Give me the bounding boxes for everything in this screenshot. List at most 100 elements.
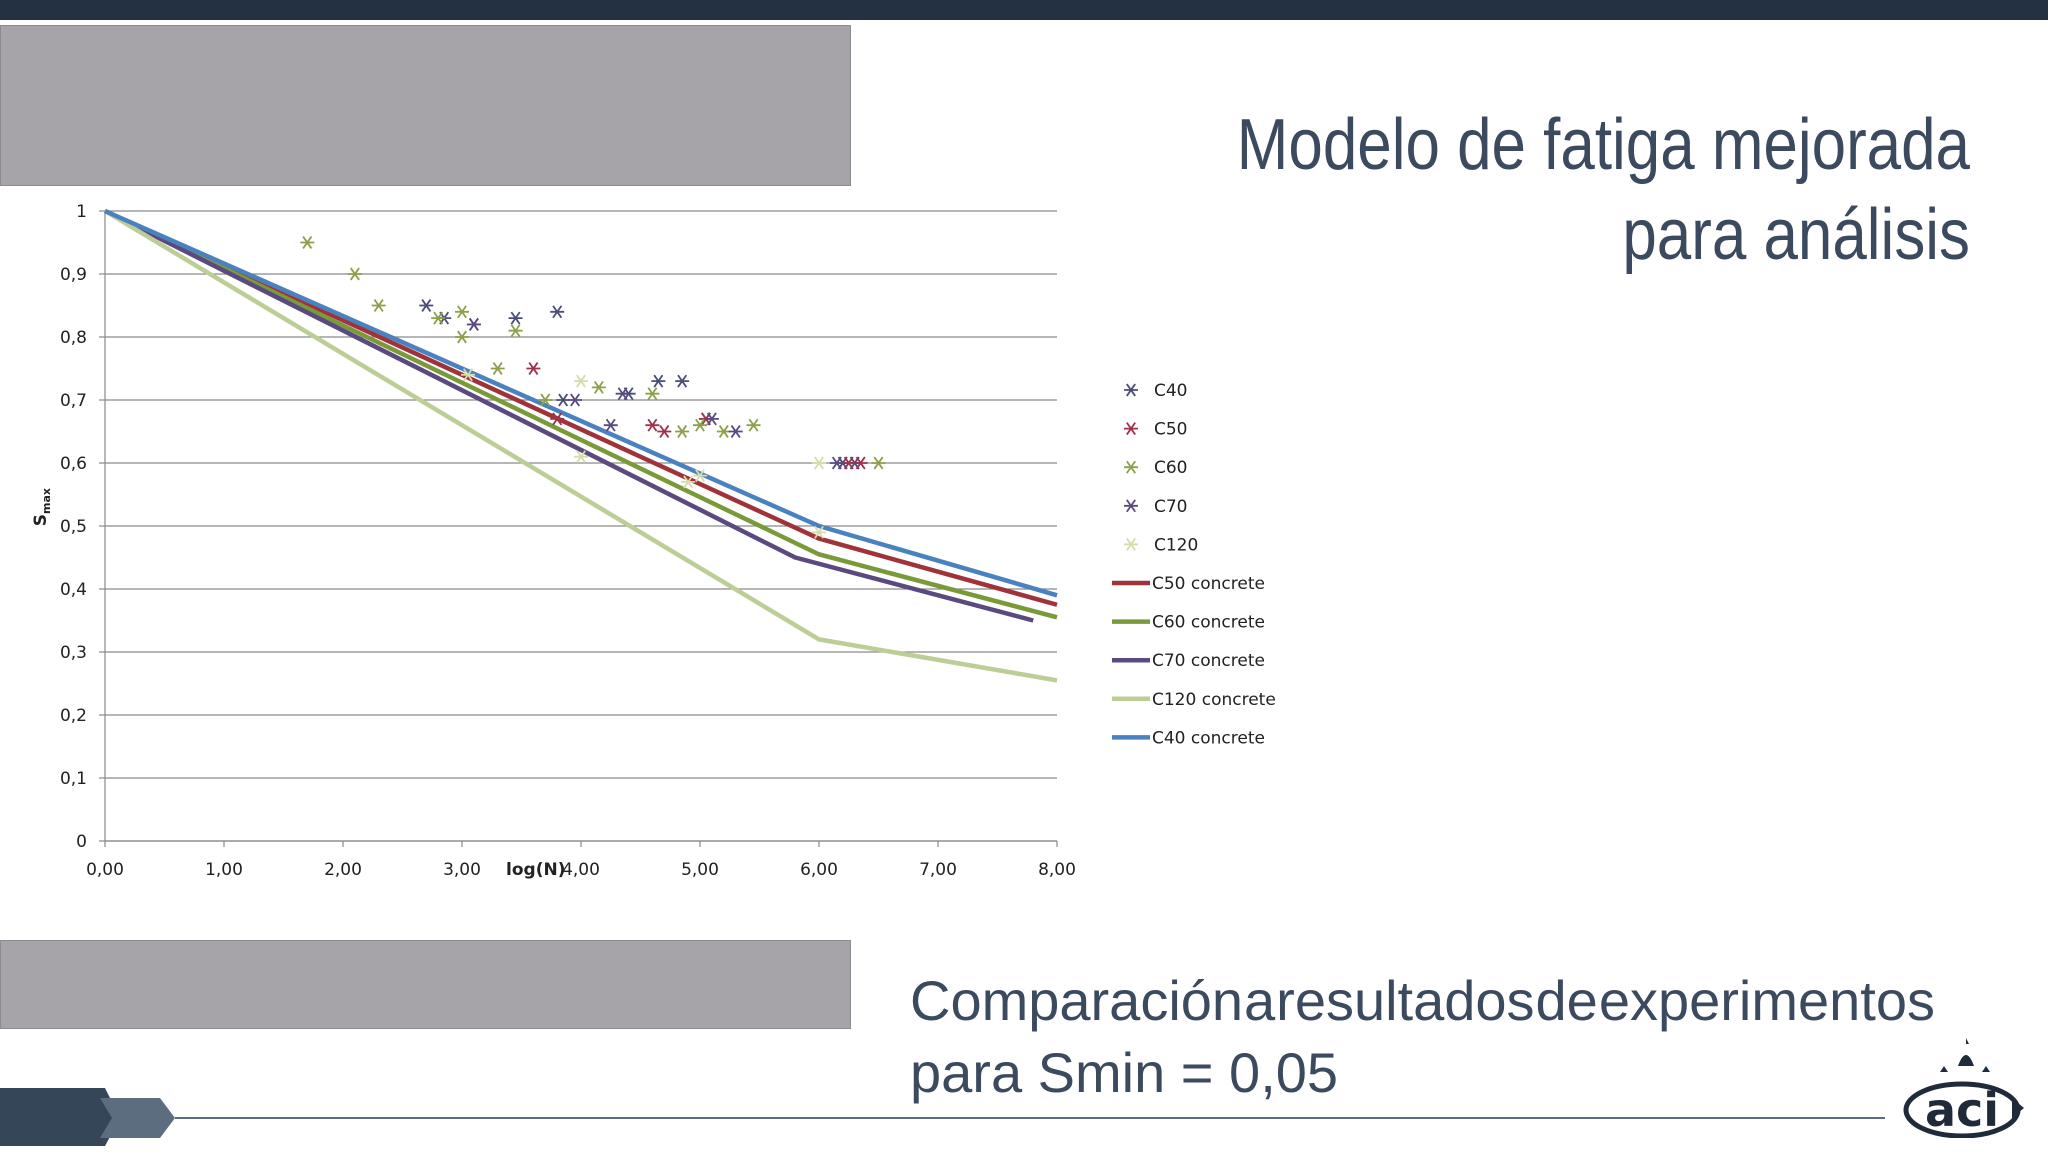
data-point-c70: [466, 317, 481, 331]
y-tick-label: 0,7: [60, 391, 87, 411]
subtitle-word: de: [1535, 969, 1598, 1032]
series-line-c50-concrete: [104, 208, 1058, 607]
y-tick-label: 1: [76, 202, 87, 222]
data-point-c60: [455, 305, 469, 319]
chart-grid: [105, 210, 1057, 842]
legend-label-c60: C60: [1154, 458, 1188, 478]
series-line-c120-concrete: [103, 209, 1058, 683]
x-tick-label: 0,00: [86, 860, 124, 880]
data-point-c60: [871, 456, 886, 470]
data-point-c60: [431, 311, 446, 325]
data-point-c60: [538, 393, 553, 407]
data-point-c60: [455, 330, 469, 344]
subtitle-line-2: para Smin = 0,05: [910, 1041, 1339, 1104]
slide-subtitle: Comparación a resultados de experimentos…: [910, 965, 1935, 1109]
data-point-c60: [347, 267, 362, 281]
data-point-c50: [645, 418, 660, 432]
data-point-c40: [675, 374, 690, 388]
data-point-c70: [568, 393, 583, 407]
x-tick-label: 5,00: [681, 860, 719, 880]
chart-lines: [103, 208, 1058, 683]
y-tick-label: 0,2: [60, 706, 87, 726]
data-point-c70: [704, 412, 719, 426]
data-point-c70: [829, 456, 844, 470]
data-point-c60: [591, 380, 606, 394]
data-point-c60: [746, 418, 761, 432]
subtitle-line-1: Comparación a resultados de experimentos: [910, 965, 1935, 1037]
data-point-c60: [300, 236, 315, 249]
legend-label-c120: C120: [1154, 535, 1198, 555]
legend-label-c50: C50: [1154, 420, 1188, 440]
data-point-c70: [603, 418, 618, 432]
legend-marker-c70: [1124, 499, 1138, 513]
logo-ring-arrow: [2012, 1098, 2024, 1118]
subtitle-word: experimentos: [1598, 969, 1935, 1032]
x-tick-label: 7,00: [919, 860, 957, 880]
data-point-c120: [574, 374, 588, 388]
data-point-c50: [853, 456, 868, 470]
y-tick-label: 0,9: [60, 265, 87, 285]
y-tick-label: 0,4: [60, 580, 87, 600]
subtitle-word: Comparación: [910, 969, 1244, 1032]
subtitle-word: resultados: [1276, 969, 1535, 1032]
logo-dome: [1940, 1038, 1990, 1072]
x-tick-label: 8,00: [1038, 860, 1076, 880]
data-point-c120: [681, 475, 696, 489]
data-point-c60: [693, 418, 707, 432]
data-point-c70: [728, 425, 743, 438]
legend-label-c120-concrete: C120 concrete: [1152, 690, 1276, 710]
aci-logo: aci: [1903, 1038, 2024, 1138]
legend-marker-c40: [1124, 383, 1138, 397]
footer-arrow-light: [100, 1098, 175, 1138]
y-axis-label: Smax: [31, 488, 53, 526]
footer-arrow-dark: [0, 1088, 120, 1146]
series-line-c70-concrete: [103, 208, 1034, 623]
top-bar: [0, 0, 2048, 20]
legend-marker-c120: [1124, 537, 1138, 551]
y-tick-label: 0,5: [60, 517, 87, 537]
x-tick-label: 1,00: [205, 860, 243, 880]
data-point-c40: [508, 311, 523, 325]
y-tick-label: 0,1: [60, 769, 87, 789]
chart-legend: C40 C50 C60 C70 C120 C50 concrete C60 concrete…: [1112, 381, 1276, 748]
data-point-c60: [508, 324, 523, 338]
footer-decoration: [0, 1088, 1885, 1146]
series-line-c40-concrete: [104, 208, 1058, 598]
data-point-c40: [419, 299, 434, 312]
data-point-c40: [550, 305, 565, 319]
legend-label-c40-concrete: C40 concrete: [1152, 728, 1265, 748]
data-point-c60: [675, 425, 690, 438]
y-tick-label: 0,6: [60, 454, 87, 474]
series-line-c60-concrete: [104, 208, 1058, 620]
data-point-c60: [490, 362, 505, 375]
legend-label-c70-concrete: C70 concrete: [1152, 651, 1265, 671]
x-tick-label: 4,00: [562, 860, 600, 880]
slide-title: Modelo de fatiga mejorada para análisis: [1236, 105, 1970, 275]
image-placeholder-top: [0, 25, 851, 186]
legend-label-c70: C70: [1154, 497, 1188, 517]
data-point-c50: [526, 362, 541, 375]
x-tick-label: 6,00: [800, 860, 838, 880]
x-axis-label: log(N): [506, 860, 565, 880]
x-tick-label: 3,00: [443, 860, 481, 880]
data-point-c120: [812, 456, 826, 470]
data-point-c50: [550, 412, 565, 426]
legend-label-c60-concrete: C60 concrete: [1152, 613, 1265, 633]
data-point-c60: [716, 425, 731, 438]
image-placeholder-bottom: [0, 940, 851, 1029]
subtitle-word: a: [1244, 969, 1276, 1032]
y-tick-label: 0,3: [60, 643, 87, 663]
data-point-c120: [460, 368, 475, 382]
data-point-c40: [556, 393, 571, 407]
data-point-c50: [657, 425, 672, 438]
data-point-c60: [645, 387, 660, 401]
legend-label-c40: C40: [1154, 381, 1188, 401]
chart-axes: 0 0,1 0,2 0,3 0,4 0,5 0,6 0,7 0,8 0,9 1 0,00 1,00 2,0…: [31, 202, 1076, 880]
chart-points: [300, 236, 886, 539]
fatigue-chart: 0 0,1 0,2 0,3 0,4 0,5 0,6 0,7 0,8 0,9 1 0,00 1,00 2,0…: [31, 202, 1276, 880]
x-tick-label: 2,00: [324, 860, 362, 880]
data-point-c60: [371, 299, 386, 312]
logo-text: aci: [1925, 1083, 1999, 1137]
legend-marker-c60: [1124, 460, 1138, 474]
legend-label-c50-concrete: C50 concrete: [1152, 574, 1265, 594]
